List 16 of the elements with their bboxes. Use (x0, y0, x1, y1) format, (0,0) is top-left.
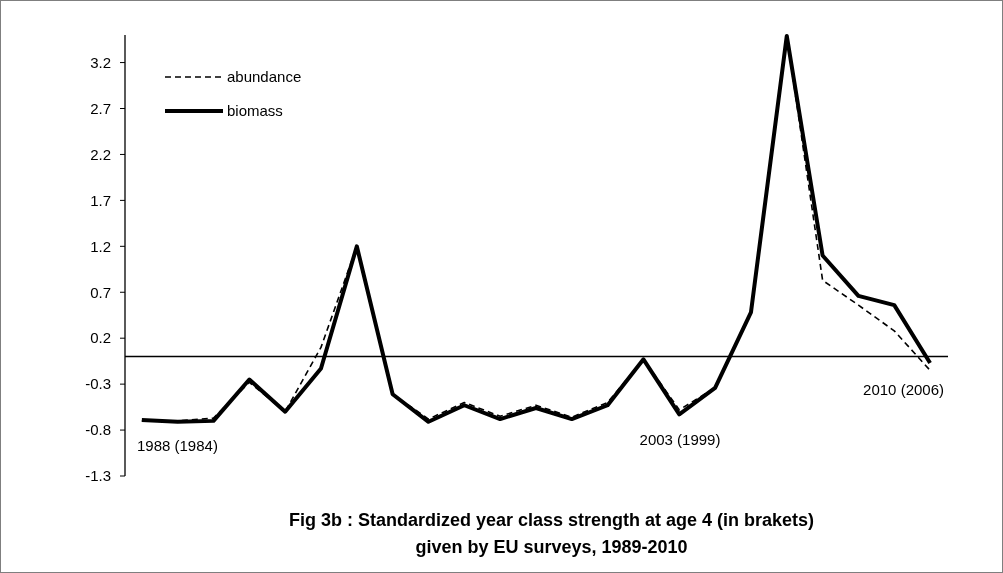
y-tick-label: 2.2 (90, 145, 111, 163)
y-tick-label: -1.3 (85, 467, 111, 485)
legend-label: abundance (227, 68, 302, 86)
y-tick-label: 0.2 (90, 329, 111, 347)
annotation: 1988 (1984) (137, 437, 218, 454)
y-tick-label: 2.7 (90, 99, 111, 117)
y-tick-label: 1.2 (90, 237, 111, 255)
legend-label: biomass (227, 102, 283, 120)
y-tick-label: -0.8 (85, 421, 111, 439)
annotation: 2010 (2006) (863, 381, 944, 398)
y-tick-label: 3.2 (90, 53, 111, 71)
annotation: 2003 (1999) (639, 431, 721, 448)
y-tick-label: 0.7 (90, 283, 111, 301)
y-tick-label: -0.3 (85, 375, 111, 393)
y-tick-label: 1.7 (90, 191, 111, 209)
text: Fig 3b : Standardized year class strength at age 4 (in brakets) given by EU surveys, 1989-2010 (288, 510, 815, 557)
